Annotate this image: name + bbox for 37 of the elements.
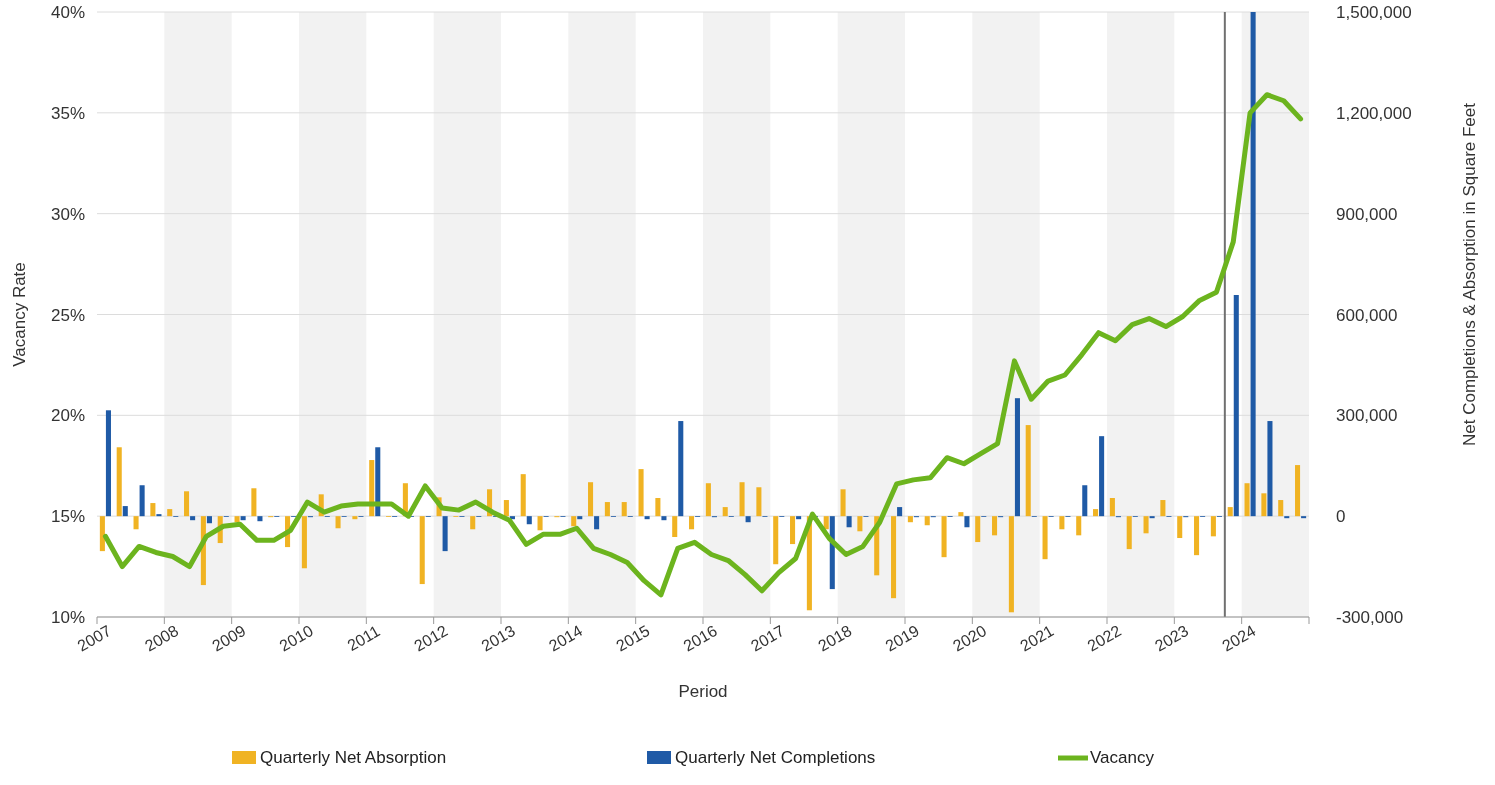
y2-tick-label: 0 xyxy=(1336,507,1346,527)
y-tick-label: 10% xyxy=(50,608,85,627)
legend-label: Quarterly Net Absorption xyxy=(260,748,447,767)
x-axis-title: Period xyxy=(678,682,728,701)
x-tick-label: 2023 xyxy=(1151,621,1192,655)
y2-tick-label: 300,000 xyxy=(1336,406,1398,426)
x-tick-label: 2022 xyxy=(1084,621,1124,655)
x-tick-label: 2015 xyxy=(613,621,653,655)
x-tick-label: 2011 xyxy=(344,622,383,655)
x-tick-label: 2013 xyxy=(478,621,518,655)
y2-tick-label: -300,000 xyxy=(1336,608,1404,627)
x-tick-label: 2010 xyxy=(276,621,316,655)
y-tick-label: 30% xyxy=(50,204,85,224)
y-axis-title: Vacancy Rate xyxy=(10,262,29,367)
x-tick-label: 2024 xyxy=(1219,621,1259,655)
legend-label: Quarterly Net Completions xyxy=(675,748,876,767)
x-tick-label: 2018 xyxy=(815,621,855,655)
legend-label: Vacancy xyxy=(1090,748,1155,767)
x-tick-label: 2008 xyxy=(141,621,182,655)
y2-tick-label: 600,000 xyxy=(1336,305,1398,325)
y2-tick-label: 1,200,000 xyxy=(1336,103,1412,123)
x-tick-label: 2020 xyxy=(949,621,990,655)
x-tick-label: 2014 xyxy=(545,621,586,655)
x-tick-label: 2017 xyxy=(747,621,788,655)
x-tick-label: 2019 xyxy=(882,621,922,655)
y2-tick-label: 900,000 xyxy=(1336,204,1398,224)
y2-axis-title: Net Completions & Absorption in Square Feet xyxy=(1460,102,1479,447)
x-tick-label: 2021 xyxy=(1017,621,1057,655)
y-tick-label: 20% xyxy=(50,406,85,426)
y-tick-label: 15% xyxy=(50,507,85,527)
x-tick-label: 2012 xyxy=(411,621,451,655)
y-tick-label: 35% xyxy=(50,103,85,123)
y-tick-label: 40% xyxy=(50,3,85,22)
y-tick-label: 25% xyxy=(50,305,85,325)
x-tick-label: 2009 xyxy=(209,621,249,655)
y2-tick-label: 1,500,000 xyxy=(1336,3,1412,22)
x-tick-label: 2016 xyxy=(680,621,720,655)
